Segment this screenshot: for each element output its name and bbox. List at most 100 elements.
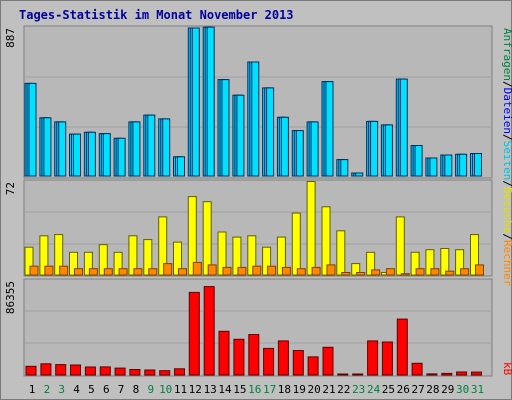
bar-kb-27: [411, 362, 423, 376]
bar-seiten-9: [147, 114, 156, 177]
bar-seiten-28: [429, 157, 438, 177]
bar-seiten-13: [206, 26, 215, 177]
legend-besuche: Besuche: [501, 187, 512, 233]
bar-kb-10: [159, 370, 171, 376]
bar-besuche-18: [276, 236, 286, 276]
bar-kb-23: [352, 373, 364, 376]
legend-anfragen: Anfragen: [501, 28, 512, 81]
legend-seiten: Seiten: [501, 141, 512, 181]
bar-rechner-16: [252, 265, 262, 276]
x-tick-label-1: 1: [29, 383, 36, 396]
bar-seiten-2: [43, 117, 52, 177]
bar-seiten-19: [295, 130, 304, 177]
bar-seiten-27: [414, 145, 423, 177]
bar-rechner-21: [326, 264, 336, 276]
bar-rechner-17: [267, 265, 277, 276]
bar-kb-30: [456, 371, 468, 376]
bar-kb-29: [441, 372, 453, 376]
bar-kb-31: [471, 371, 482, 376]
x-tick-label-29: 29: [441, 383, 454, 396]
x-tick-label-31: 31: [471, 383, 484, 396]
bar-seiten-3: [58, 121, 67, 177]
bar-seiten-20: [310, 121, 319, 177]
bar-seiten-10: [162, 118, 171, 177]
bar-besuche-1: [24, 246, 34, 276]
bar-kb-24: [367, 340, 379, 376]
bar-besuche-6: [98, 244, 108, 276]
bar-seiten-26: [399, 78, 408, 177]
bar-besuche-16: [247, 235, 257, 276]
panel-requests-ymax-label: 887: [4, 28, 17, 48]
x-tick-label-4: 4: [73, 383, 80, 396]
bar-rechner-8: [133, 268, 143, 276]
bar-besuche-31: [470, 234, 479, 276]
panel-requests: 887: [4, 25, 493, 179]
bar-seiten-15: [236, 94, 245, 177]
bar-besuche-28: [425, 249, 435, 276]
x-axis-labels: 1 2 3 4 5 6 7 8 9 10 11 12 13 14 15 16 17 18 19 20 21 22 23 24 2…: [29, 383, 484, 396]
bar-kb-21: [322, 346, 334, 376]
bar-rechner-1: [29, 265, 39, 276]
x-tick-label-25: 25: [382, 383, 395, 396]
bar-seiten-29: [444, 154, 453, 177]
x-tick-label-28: 28: [426, 383, 439, 396]
bar-kb-16: [248, 334, 260, 376]
chart-title: Tages-Statistik im Monat November 2013: [19, 8, 294, 22]
x-tick-label-16: 16: [248, 383, 261, 396]
bar-besuche-17: [262, 246, 272, 276]
bar-rechner-28: [430, 268, 440, 276]
x-tick-label-24: 24: [367, 383, 381, 396]
bar-rechner-30: [460, 268, 470, 276]
legend-sep-3: /: [501, 180, 512, 187]
legend-right: Anfragen/Dateien/Seiten/Besuche/Rechner …: [501, 28, 512, 376]
bar-rechner-15: [237, 266, 247, 276]
bar-besuche-2: [39, 235, 49, 276]
x-tick-label-18: 18: [278, 383, 291, 396]
bar-seiten-16: [251, 61, 260, 177]
bar-rechner-18: [281, 266, 291, 276]
bar-besuche-26: [395, 216, 405, 276]
bar-kb-5: [84, 366, 96, 376]
legend-dateien: Dateien: [501, 88, 512, 134]
bar-besuche-7: [113, 251, 123, 276]
bar-rechner-9: [148, 268, 158, 276]
panel-visits: 72: [4, 179, 493, 277]
panel-kb: 86355: [4, 278, 493, 377]
bar-seiten-12: [191, 27, 200, 177]
bar-besuche-30: [455, 249, 465, 276]
bar-rechner-2: [44, 265, 54, 276]
legend-kb: kB: [501, 362, 512, 376]
bar-rechner-31: [475, 264, 484, 276]
x-tick-label-30: 30: [456, 383, 469, 396]
x-tick-label-14: 14: [218, 383, 232, 396]
panel-kb-ymax-label: 86355: [4, 281, 17, 314]
bar-kb-19: [292, 350, 304, 376]
bar-rechner-25: [385, 268, 395, 276]
x-tick-label-6: 6: [103, 383, 110, 396]
bar-besuche-22: [336, 230, 346, 276]
x-tick-label-8: 8: [133, 383, 140, 396]
bar-seiten-6: [102, 133, 111, 177]
bar-besuche-11: [173, 241, 182, 276]
bar-kb-4: [70, 364, 81, 376]
bar-kb-6: [99, 366, 111, 376]
bar-rechner-10: [163, 263, 173, 276]
bar-rechner-13: [207, 264, 217, 276]
bar-seiten-7: [117, 137, 126, 177]
legend-sep-1: /: [501, 81, 512, 88]
bar-kb-28: [426, 373, 438, 376]
bar-seiten-14: [221, 79, 230, 177]
bar-besuche-9: [143, 239, 153, 276]
bar-rechner-23: [356, 272, 366, 276]
x-tick-label-20: 20: [307, 383, 320, 396]
bar-seiten-8: [132, 121, 141, 177]
bar-rechner-22: [341, 272, 351, 276]
bar-kb-25: [381, 341, 393, 376]
bar-kb-22: [337, 373, 349, 376]
bar-besuche-24: [366, 251, 376, 276]
panel-visits-ymax-label: 72: [4, 182, 17, 195]
bar-rechner-24: [371, 269, 381, 276]
bar-rechner-20: [311, 266, 321, 276]
bar-kb-18: [277, 340, 289, 376]
bar-rechner-7: [118, 268, 128, 276]
